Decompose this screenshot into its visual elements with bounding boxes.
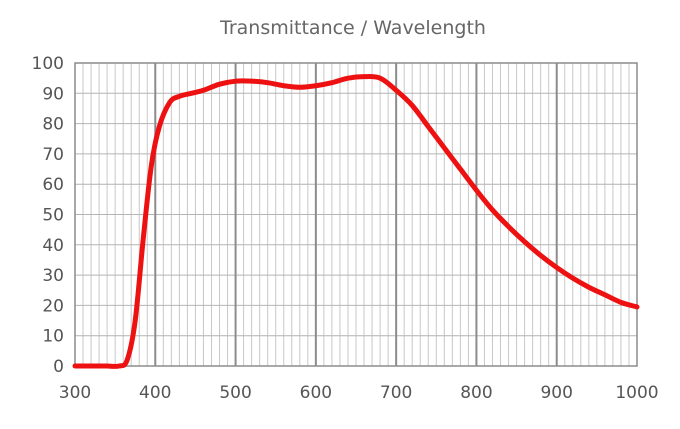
y-tick-label: 90	[42, 84, 64, 104]
x-tick-label: 300	[59, 383, 91, 403]
x-tick-label: 600	[300, 383, 332, 403]
plot-frame	[74, 62, 638, 367]
y-tick-label: 10	[42, 327, 64, 347]
x-axis: 300 400 500 600 700 800 900 1000	[59, 383, 659, 403]
y-tick-label: 0	[53, 357, 64, 377]
plot-grid	[74, 62, 638, 367]
x-tick-label: 800	[460, 383, 492, 403]
transmittance-line	[72, 74, 640, 369]
y-tick-label: 80	[42, 115, 64, 135]
y-axis: 0 10 20 30 40 50 60 70 80 90 100	[32, 54, 64, 377]
x-tick-label: 900	[540, 383, 572, 403]
y-tick-label: 50	[42, 206, 64, 226]
x-tick-label: 500	[219, 383, 251, 403]
y-tick-label: 20	[42, 296, 64, 316]
x-tick-label: 400	[139, 383, 171, 403]
y-tick-label: 40	[42, 236, 64, 256]
y-tick-label: 70	[42, 145, 64, 165]
x-tick-label: 1000	[615, 383, 658, 403]
plot-series	[72, 74, 640, 369]
y-tick-label: 60	[42, 175, 64, 195]
y-tick-label: 100	[32, 54, 64, 74]
chart-title: Transmittance / Wavelength	[219, 17, 486, 39]
x-tick-label: 700	[380, 383, 412, 403]
y-tick-label: 30	[42, 266, 64, 286]
